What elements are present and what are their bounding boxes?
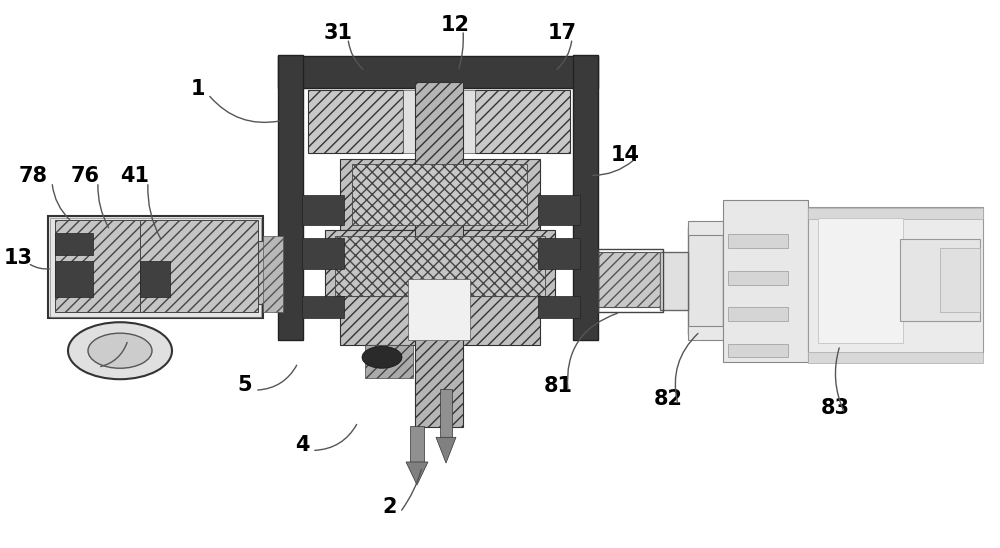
Bar <box>410 426 424 463</box>
Bar <box>308 90 403 153</box>
Text: A: A <box>80 352 96 372</box>
Circle shape <box>88 333 152 368</box>
Bar <box>340 296 540 345</box>
Bar <box>728 234 788 248</box>
Polygon shape <box>406 462 428 485</box>
Circle shape <box>68 322 172 379</box>
Bar <box>258 241 288 304</box>
Bar <box>440 389 452 438</box>
Text: 82: 82 <box>654 389 682 409</box>
Circle shape <box>362 346 402 368</box>
Bar <box>415 82 463 427</box>
Bar <box>55 233 93 255</box>
Text: 1: 1 <box>191 79 205 99</box>
Text: 83: 83 <box>820 398 850 418</box>
Bar <box>325 230 555 301</box>
Text: 31: 31 <box>324 23 352 43</box>
Bar <box>728 271 788 285</box>
Bar <box>50 218 261 317</box>
Bar <box>688 326 808 340</box>
Bar <box>335 236 545 296</box>
Bar <box>598 252 663 307</box>
Bar <box>365 345 413 378</box>
Bar <box>278 55 303 340</box>
Text: 78: 78 <box>18 167 48 186</box>
Bar <box>598 249 663 312</box>
Bar <box>408 279 470 340</box>
Bar <box>140 261 170 297</box>
Bar <box>723 200 808 362</box>
Bar <box>48 216 263 318</box>
Bar <box>538 195 580 225</box>
Bar <box>728 307 788 321</box>
Bar <box>660 252 688 310</box>
Bar <box>900 239 980 321</box>
Bar <box>475 90 570 153</box>
Text: 81: 81 <box>544 376 572 396</box>
Bar <box>728 344 788 357</box>
Bar <box>808 208 983 219</box>
Bar <box>55 261 93 297</box>
Text: 17: 17 <box>548 23 576 43</box>
Text: 13: 13 <box>4 248 32 267</box>
Bar <box>538 296 580 318</box>
Bar <box>352 164 527 225</box>
Bar <box>538 238 580 269</box>
Bar <box>808 207 983 353</box>
Bar <box>263 236 283 312</box>
Bar <box>940 248 980 312</box>
Text: 14: 14 <box>610 145 640 164</box>
Text: 4: 4 <box>295 435 309 455</box>
Bar <box>818 218 903 342</box>
Bar <box>403 90 475 153</box>
Bar <box>302 238 344 269</box>
Text: 5: 5 <box>238 375 252 395</box>
Bar <box>302 195 344 225</box>
Bar <box>688 227 723 334</box>
Bar <box>340 159 540 230</box>
Bar <box>55 220 140 312</box>
Bar <box>573 55 598 340</box>
Bar <box>808 352 983 363</box>
Polygon shape <box>436 437 456 463</box>
Text: 12: 12 <box>440 15 470 35</box>
Bar <box>302 296 344 318</box>
Text: 76: 76 <box>70 167 100 186</box>
Bar <box>278 56 598 88</box>
Text: 41: 41 <box>120 167 150 186</box>
Bar <box>688 221 808 235</box>
Text: 2: 2 <box>383 497 397 517</box>
Bar <box>140 220 258 312</box>
